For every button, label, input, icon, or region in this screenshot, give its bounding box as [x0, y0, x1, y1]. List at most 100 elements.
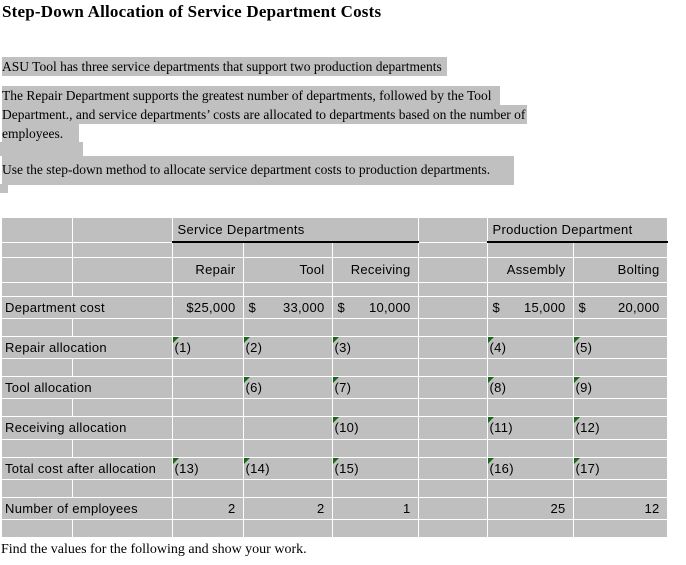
cell-empty[interactable]: [573, 282, 668, 297]
cell-department-cost-bolting[interactable]: $20,000: [573, 296, 668, 319]
cell-empty[interactable]: [172, 376, 244, 399]
cell-total-receiving[interactable]: (15): [332, 457, 419, 480]
cell-department-cost-receiving[interactable]: $10,000: [332, 296, 419, 319]
cell-empty[interactable]: [487, 358, 574, 377]
row-label-tool-allocation[interactable]: Tool allocation: [2, 376, 173, 399]
cell-empty[interactable]: [172, 358, 244, 377]
cell-empty[interactable]: [418, 376, 488, 399]
cell-empty[interactable]: [418, 218, 488, 243]
cell-empty[interactable]: [2, 398, 73, 417]
cell-empty[interactable]: [573, 358, 668, 377]
cell-empty[interactable]: [487, 282, 574, 297]
row-label-department-cost[interactable]: Department cost: [2, 296, 173, 319]
row-label-number-of-employees[interactable]: Number of employees: [2, 497, 173, 520]
row-label-total-cost-after-allocation[interactable]: Total cost after allocation: [2, 457, 173, 480]
cell-empty[interactable]: [332, 398, 419, 417]
cell-empty[interactable]: [418, 242, 488, 258]
cell-department-cost-tool[interactable]: $33,000: [243, 296, 333, 319]
cell-empty[interactable]: [418, 336, 488, 359]
cell-empty[interactable]: [418, 519, 488, 538]
cell-empty[interactable]: [573, 479, 668, 498]
cell-department-cost-assembly[interactable]: $15,000: [487, 296, 574, 319]
cell-empty[interactable]: [332, 519, 419, 538]
cell-repair-allocation-tool[interactable]: (2): [243, 336, 333, 359]
cell-empty[interactable]: [332, 358, 419, 377]
cell-tool-allocation-tool[interactable]: (6): [243, 376, 333, 399]
cell-empty[interactable]: [72, 439, 173, 458]
cell-empty[interactable]: [172, 479, 244, 498]
cell-empty[interactable]: [332, 439, 419, 458]
cell-empty[interactable]: [487, 318, 574, 337]
cell-empty[interactable]: [418, 398, 488, 417]
cell-empty[interactable]: [2, 358, 73, 377]
cell-empty[interactable]: [243, 318, 333, 337]
cell-empty[interactable]: [243, 398, 333, 417]
cell-empty[interactable]: [243, 479, 333, 498]
cell-empty[interactable]: [573, 398, 668, 417]
cell-empty[interactable]: [243, 358, 333, 377]
cell-empty[interactable]: [72, 218, 173, 243]
cell-empty[interactable]: [172, 282, 244, 297]
cell-empty[interactable]: [418, 497, 488, 520]
cell-empty[interactable]: [418, 439, 488, 458]
cell-empty[interactable]: [72, 398, 173, 417]
cell-employees-bolting[interactable]: 12: [573, 497, 668, 520]
cell-empty[interactable]: [243, 242, 333, 258]
cell-empty[interactable]: [418, 457, 488, 480]
cell-empty[interactable]: [243, 416, 333, 440]
cell-empty[interactable]: [2, 282, 73, 297]
cell-tool-allocation-assembly[interactable]: (8): [487, 376, 574, 399]
cell-repair-allocation-receiving[interactable]: (3): [332, 336, 419, 359]
cell-repair-allocation-repair[interactable]: (1): [172, 336, 244, 359]
cell-empty[interactable]: [418, 479, 488, 498]
cell-empty[interactable]: [172, 519, 244, 538]
cell-empty[interactable]: [72, 242, 173, 258]
cell-empty[interactable]: [418, 416, 488, 440]
cell-tool-allocation-bolting[interactable]: (9): [573, 376, 668, 399]
cell-repair-allocation-bolting[interactable]: (5): [573, 336, 668, 359]
cell-empty[interactable]: [573, 242, 668, 258]
cell-empty[interactable]: [172, 416, 244, 440]
cell-empty[interactable]: [72, 318, 173, 337]
cell-empty[interactable]: [243, 519, 333, 538]
cell-empty[interactable]: [72, 519, 173, 538]
cell-empty[interactable]: [72, 358, 173, 377]
cell-receiving-allocation-bolting[interactable]: (12): [573, 416, 668, 440]
cell-empty[interactable]: [418, 318, 488, 337]
cell-empty[interactable]: [487, 519, 574, 538]
cell-total-tool[interactable]: (14): [243, 457, 333, 480]
cell-total-repair[interactable]: (13): [172, 457, 244, 480]
group-header-production-department[interactable]: Production Department: [487, 218, 668, 243]
cell-empty[interactable]: [418, 282, 488, 297]
cell-empty[interactable]: [2, 218, 73, 243]
col-header-bolting[interactable]: Bolting: [573, 257, 668, 283]
cell-employees-assembly[interactable]: 25: [487, 497, 574, 520]
cell-empty[interactable]: [487, 398, 574, 417]
cell-department-cost-repair[interactable]: $25,000: [172, 296, 244, 319]
cell-empty[interactable]: [418, 257, 488, 283]
cell-receiving-allocation-receiving[interactable]: (10): [332, 416, 419, 440]
cell-empty[interactable]: [2, 479, 73, 498]
cell-empty[interactable]: [573, 439, 668, 458]
cell-empty[interactable]: [243, 439, 333, 458]
cell-empty[interactable]: [2, 257, 73, 283]
cell-empty[interactable]: [243, 282, 333, 297]
cell-empty[interactable]: [2, 439, 73, 458]
cell-tool-allocation-receiving[interactable]: (7): [332, 376, 419, 399]
cell-empty[interactable]: [172, 318, 244, 337]
cell-empty[interactable]: [332, 242, 419, 258]
row-label-repair-allocation[interactable]: Repair allocation: [2, 336, 173, 359]
cell-empty[interactable]: [332, 479, 419, 498]
group-header-service-departments[interactable]: Service Departments: [172, 218, 419, 243]
cell-empty[interactable]: [573, 519, 668, 538]
col-header-receiving[interactable]: Receiving: [332, 257, 419, 283]
cell-total-bolting[interactable]: (17): [573, 457, 668, 480]
cell-empty[interactable]: [172, 242, 244, 258]
cell-empty[interactable]: [2, 519, 73, 538]
cell-empty[interactable]: [487, 479, 574, 498]
cell-empty[interactable]: [172, 398, 244, 417]
cell-empty[interactable]: [487, 242, 574, 258]
cell-empty[interactable]: [418, 358, 488, 377]
row-label-receiving-allocation[interactable]: Receiving allocation: [2, 416, 173, 440]
cell-empty[interactable]: [2, 318, 73, 337]
